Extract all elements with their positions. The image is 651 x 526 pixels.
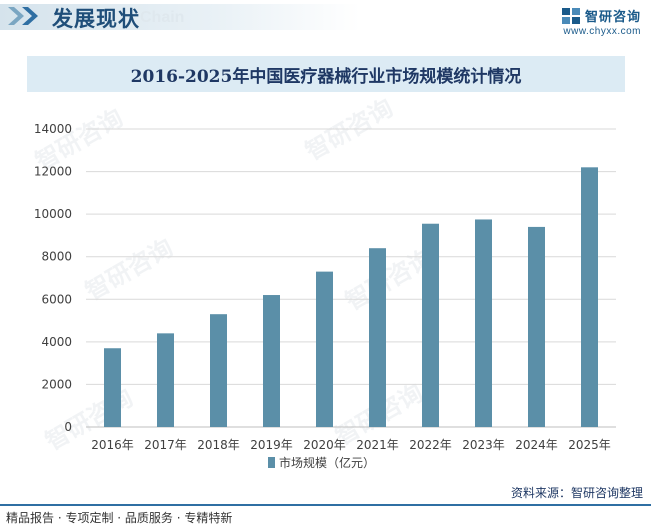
x-tick-label: 2017年 xyxy=(144,438,187,452)
y-tick-label: 6000 xyxy=(41,292,72,306)
section-title: 发展现状 xyxy=(52,6,140,31)
y-tick-label: 14000 xyxy=(34,122,72,136)
bar xyxy=(104,348,121,427)
bar xyxy=(210,314,227,427)
footer-divider xyxy=(0,504,651,506)
brand-logo-icon xyxy=(561,7,580,24)
bar xyxy=(581,167,598,428)
y-tick-label: 8000 xyxy=(41,250,72,264)
y-tick-label: 0 xyxy=(64,420,72,434)
bar xyxy=(263,295,280,427)
x-tick-label: 2025年 xyxy=(568,438,611,452)
bar xyxy=(422,223,439,427)
chart-title: 2016-2025年中国医疗器械行业市场规模统计情况 xyxy=(130,66,522,87)
legend-label: 市场规模（亿元） xyxy=(279,455,375,470)
bar xyxy=(316,271,333,427)
brand-url: www.chyxx.com xyxy=(563,26,641,37)
bar xyxy=(369,248,386,427)
footer-slogan: 精品报告 · 专项定制 · 品质服务 · 专精特新 xyxy=(6,511,233,525)
bar xyxy=(528,226,545,427)
double-chevron-icon xyxy=(8,7,38,25)
x-tick-label: 2024年 xyxy=(515,438,558,452)
y-tick-label: 12000 xyxy=(34,165,72,179)
bar xyxy=(157,333,174,427)
header: 发展现状 Chain 智研咨询 www.chyxx.com xyxy=(0,0,651,40)
header-banner xyxy=(0,4,360,30)
x-tick-label: 2021年 xyxy=(356,438,399,452)
x-tick-label: 2016年 xyxy=(91,438,134,452)
y-tick-label: 10000 xyxy=(34,207,72,221)
x-tick-label: 2020年 xyxy=(303,438,346,452)
x-tick-label: 2018年 xyxy=(197,438,240,452)
y-tick-label: 4000 xyxy=(41,335,72,349)
brand-name: 智研咨询 xyxy=(584,10,641,25)
bar-chart: 0 2000 4000 6000 8000 10000 12000 14000 2016年 201… xyxy=(34,122,616,470)
x-tick-label: 2023年 xyxy=(462,438,505,452)
x-tick-label: 2022年 xyxy=(409,438,452,452)
chart-title-band: 2016-2025年中国医疗器械行业市场规模统计情况 xyxy=(27,56,625,92)
data-source: 资料来源：智研咨询整理 xyxy=(510,486,643,500)
bar xyxy=(475,219,492,427)
y-tick-label: 2000 xyxy=(41,377,72,391)
legend-swatch xyxy=(268,457,275,468)
brand-logo: 智研咨询 www.chyxx.com xyxy=(561,6,641,37)
x-tick-label: 2019年 xyxy=(250,438,293,452)
header-ghost-text: Chain xyxy=(140,9,185,26)
